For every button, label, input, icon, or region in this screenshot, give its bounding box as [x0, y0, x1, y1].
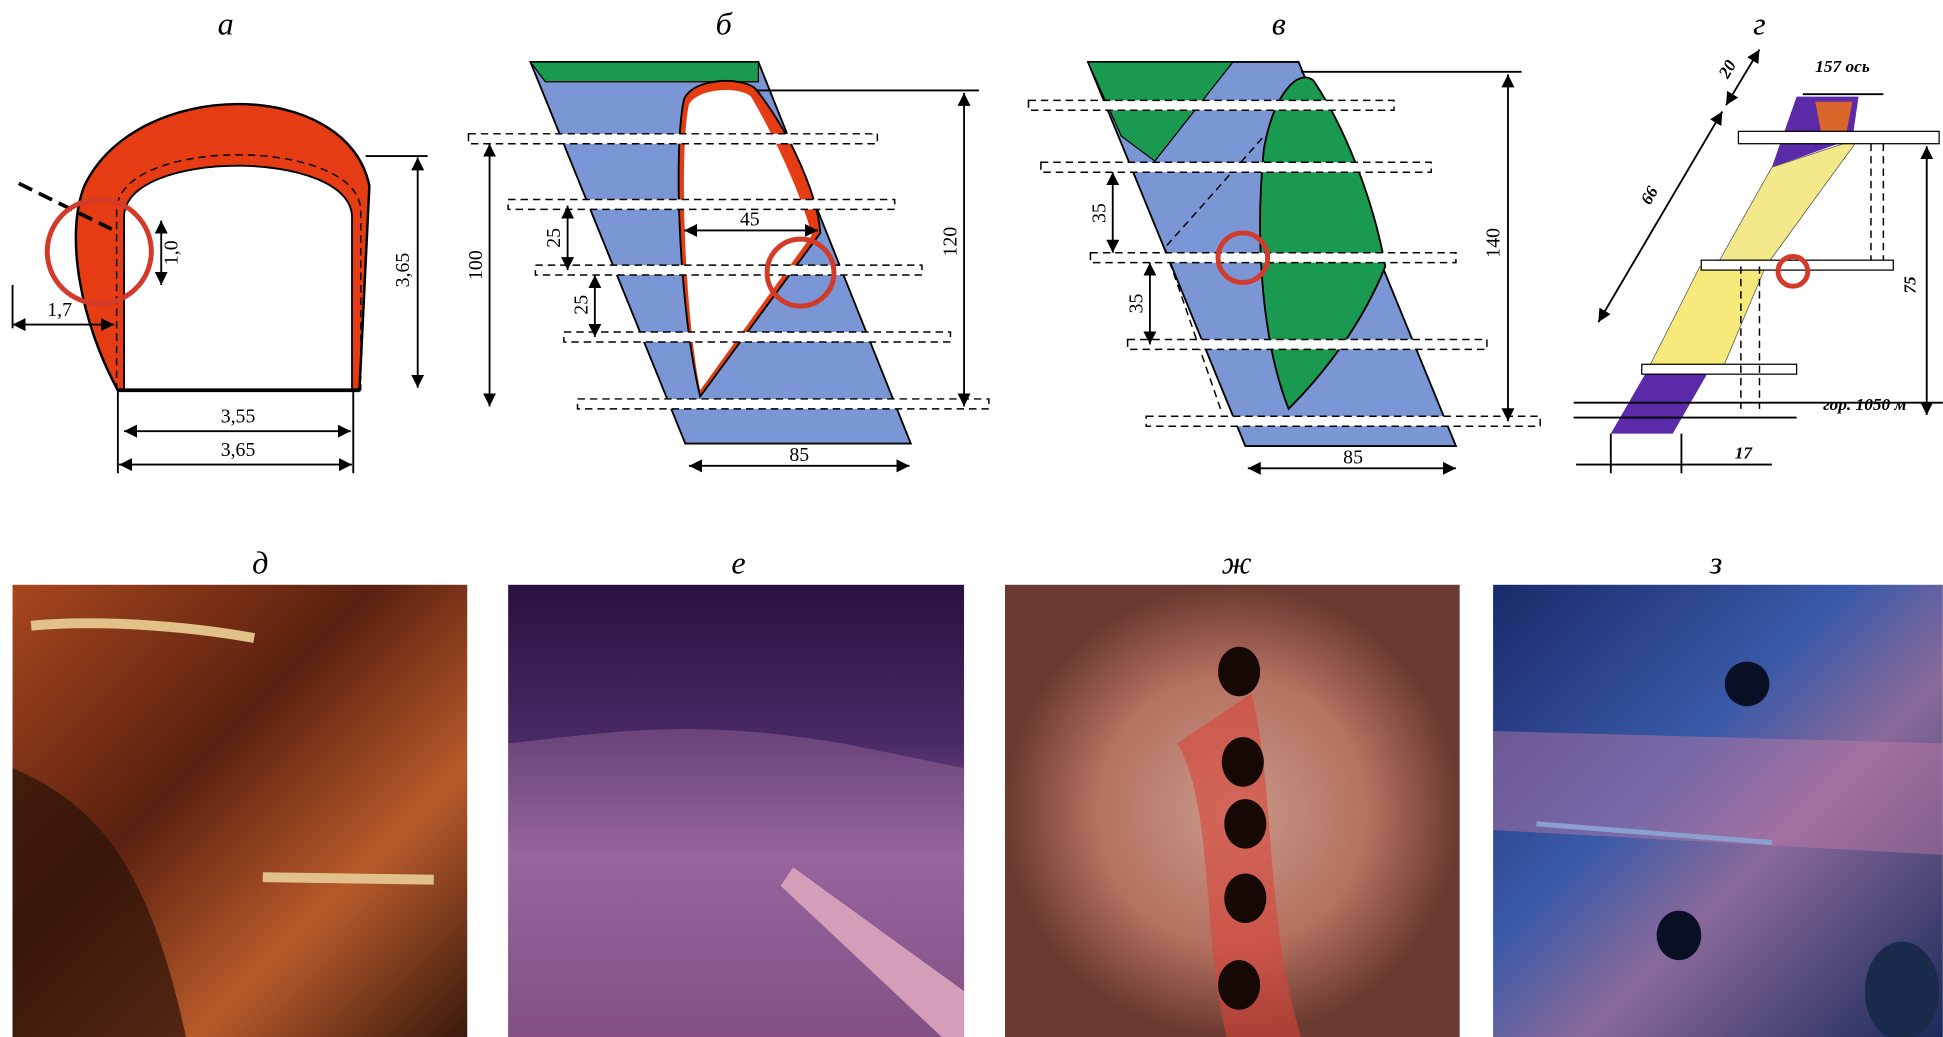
dimension: 3,65	[221, 439, 256, 461]
dimension: 17	[1735, 443, 1754, 462]
dimension: 3,65	[392, 253, 414, 288]
dimension: 45	[740, 208, 760, 230]
dimension: гор. 1050 м	[1823, 395, 1906, 414]
panel-a: 1,0 1,7 3,65 3,55 3,65	[13, 104, 428, 473]
dimension: 35	[1125, 294, 1147, 314]
panel-label: а	[218, 6, 234, 42]
dimension: 157 ось	[1815, 57, 1870, 76]
photo-label: з	[1709, 545, 1723, 581]
dimension: 25	[543, 228, 565, 248]
dimension: 3,55	[221, 405, 256, 427]
dimension: 1,0	[160, 240, 182, 265]
dimension: 100	[465, 250, 487, 280]
panel-d: 20 157 ось 66 75 гор. 1050 м 17	[1574, 50, 1943, 474]
dimension: 120	[940, 227, 962, 257]
dimension: 140	[1482, 228, 1504, 258]
photo-zh	[1005, 585, 1460, 1037]
photo-label: ж	[1222, 545, 1252, 581]
panel-c: 35 35 140 85	[1028, 62, 1540, 468]
dimension: 20	[1714, 57, 1740, 83]
panel-label: б	[716, 6, 734, 42]
photo-z	[1493, 585, 1943, 1037]
photo-label: е	[731, 545, 745, 581]
figure: а б в г 1,0 1,7 3,65 3,55 3,65 25 25 45 …	[0, 0, 1943, 1037]
photo-label: д	[252, 545, 268, 581]
panel-label: в	[1272, 6, 1286, 42]
dimension: 85	[1343, 446, 1363, 468]
panel-b: 25 25 45 100 120 85	[465, 62, 989, 466]
dimension: 75	[1901, 276, 1920, 294]
dimension: 1,7	[47, 299, 72, 321]
dimension: 85	[789, 444, 809, 466]
dimension: 25	[570, 295, 592, 315]
photo-e	[508, 585, 964, 1037]
panel-label: г	[1753, 6, 1766, 42]
photo-d	[13, 585, 468, 1037]
dimension: 66	[1637, 183, 1662, 208]
dimension: 35	[1088, 203, 1110, 223]
